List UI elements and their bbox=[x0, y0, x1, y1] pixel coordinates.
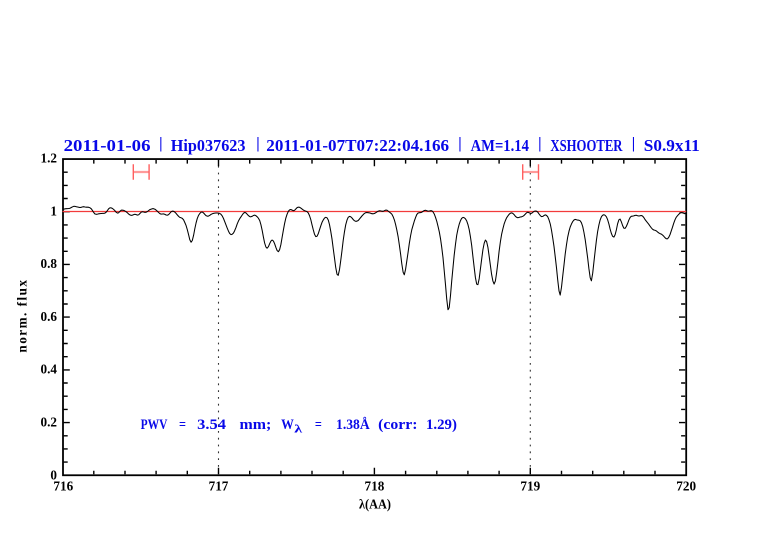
svg-text:719: 719 bbox=[520, 479, 540, 494]
svg-text:2011-01-07T07:22:04.166: 2011-01-07T07:22:04.166 bbox=[266, 136, 449, 155]
svg-text:717: 717 bbox=[209, 479, 229, 494]
svg-text:720: 720 bbox=[676, 479, 696, 494]
svg-text:mm;: mm; bbox=[240, 417, 272, 433]
svg-text:PWV: PWV bbox=[141, 417, 168, 433]
svg-text:0.2: 0.2 bbox=[41, 415, 58, 430]
svg-text:0.4: 0.4 bbox=[41, 362, 58, 377]
svg-text:718: 718 bbox=[365, 479, 385, 494]
svg-text:|: | bbox=[256, 135, 259, 152]
svg-text:|: | bbox=[159, 135, 162, 152]
svg-text:716: 716 bbox=[53, 479, 73, 494]
svg-text:0.8: 0.8 bbox=[41, 256, 58, 271]
svg-text:3.54: 3.54 bbox=[197, 417, 226, 433]
svg-text:λ: λ bbox=[294, 424, 302, 436]
svg-text:|: | bbox=[632, 135, 635, 152]
svg-text:1.29): 1.29) bbox=[426, 417, 457, 433]
svg-text:Hip037623: Hip037623 bbox=[171, 136, 246, 155]
svg-text:2011-01-06: 2011-01-06 bbox=[64, 136, 151, 155]
svg-text:W: W bbox=[281, 417, 294, 433]
svg-text:1.38Å: 1.38Å bbox=[336, 417, 370, 433]
svg-text:XSHOOTER: XSHOOTER bbox=[550, 136, 623, 155]
svg-text:S0.9x11: S0.9x11 bbox=[644, 136, 700, 155]
svg-text:norm. flux: norm. flux bbox=[15, 280, 30, 353]
svg-text:AM=1.14: AM=1.14 bbox=[471, 136, 530, 155]
svg-text:λ(AA): λ(AA) bbox=[359, 497, 391, 512]
svg-text:1: 1 bbox=[50, 204, 57, 219]
svg-text:1.2: 1.2 bbox=[41, 151, 58, 166]
svg-text:|: | bbox=[538, 135, 541, 152]
svg-text:=: = bbox=[179, 417, 186, 433]
svg-text:0: 0 bbox=[50, 468, 57, 483]
svg-text:(corr:: (corr: bbox=[378, 417, 417, 433]
svg-text:=: = bbox=[315, 417, 322, 433]
svg-text:|: | bbox=[458, 135, 461, 152]
svg-text:0.6: 0.6 bbox=[41, 309, 58, 324]
